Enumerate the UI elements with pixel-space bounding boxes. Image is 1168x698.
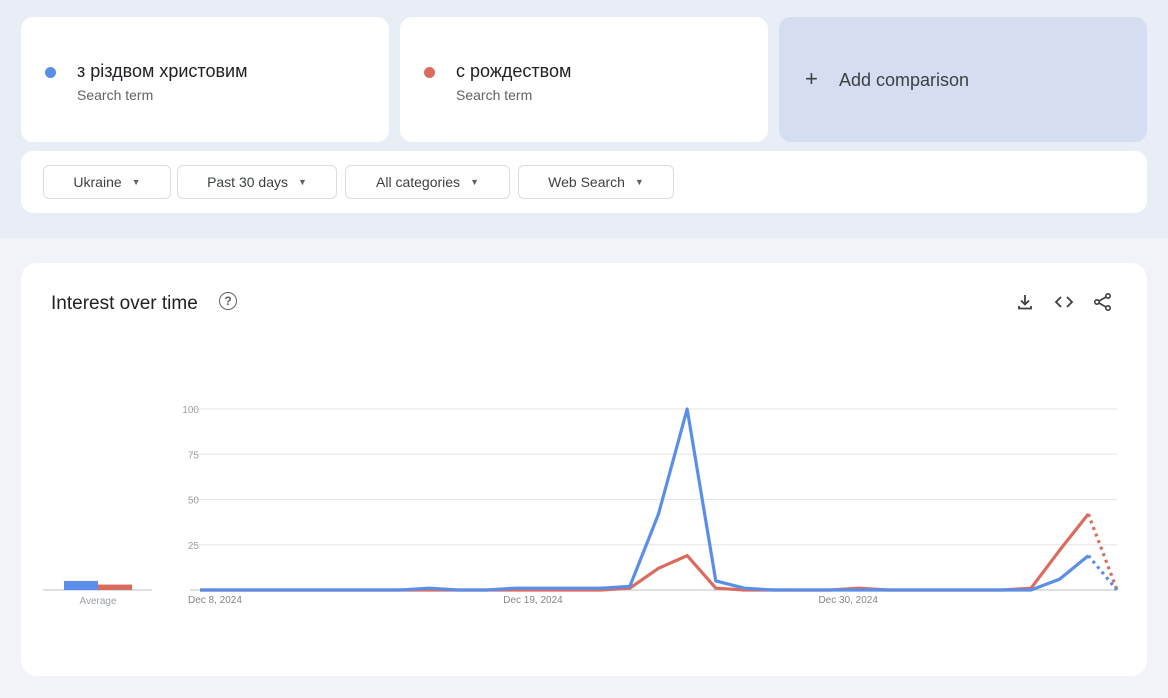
series-line xyxy=(200,512,1090,592)
add-comparison-label: Add comparison xyxy=(839,70,970,90)
card-title: Interest over time xyxy=(51,293,198,314)
term-subtitle: Search term xyxy=(456,87,533,103)
series-line-partial xyxy=(1087,554,1119,592)
filter-region-dropdown[interactable]: Ukraine ▼ xyxy=(43,165,171,199)
add-comparison-button[interactable]: + Add comparison xyxy=(779,17,1147,142)
x-tick-label: Dec 8, 2024 xyxy=(188,595,242,606)
term-name[interactable]: с рождеством xyxy=(456,61,572,81)
average-bar xyxy=(64,580,98,590)
filter-label: Ukraine xyxy=(73,174,122,190)
filter-bar: Ukraine ▼ Past 30 days ▼ All categories … xyxy=(21,151,1147,213)
series-line-partial xyxy=(1086,513,1119,591)
filter-label: Web Search xyxy=(548,174,625,190)
caret-down-icon: ▼ xyxy=(298,177,307,187)
caret-down-icon: ▼ xyxy=(634,177,644,187)
term-color-dot xyxy=(424,67,435,78)
caret-down-icon: ▼ xyxy=(131,177,141,187)
filter-search-type-dropdown[interactable]: Web Search ▼ xyxy=(518,165,674,199)
filter-category-dropdown[interactable]: All categories ▼ xyxy=(345,165,510,199)
interest-over-time-card: Interest over time ? 100 75 50 25 Dec 8, 202… xyxy=(21,263,1147,676)
term-subtitle: Search term xyxy=(77,87,154,103)
x-tick-label: Dec 30, 2024 xyxy=(818,595,878,606)
caret-down-icon: ▼ xyxy=(470,177,479,187)
filter-label: All categories xyxy=(376,174,461,190)
y-tick-label: 100 xyxy=(182,405,199,416)
search-term-card-2[interactable]: с рождеством Search term xyxy=(400,17,768,142)
average-bar xyxy=(98,584,132,590)
filter-time-dropdown[interactable]: Past 30 days ▼ xyxy=(177,165,337,199)
embed-code-icon[interactable] xyxy=(1053,291,1075,313)
download-icon[interactable] xyxy=(1014,291,1036,313)
share-icon[interactable] xyxy=(1092,291,1114,313)
help-icon[interactable]: ? xyxy=(219,292,237,310)
y-tick-label: 50 xyxy=(188,496,200,507)
term-color-dot xyxy=(45,67,56,78)
x-tick-label: Dec 19, 2024 xyxy=(503,595,563,606)
y-tick-label: 25 xyxy=(188,541,200,552)
plus-icon: + xyxy=(805,66,818,91)
average-label: Average xyxy=(79,596,117,607)
search-term-card-1[interactable]: з різдвом христовим Search term xyxy=(21,17,389,142)
y-tick-label: 75 xyxy=(188,450,200,461)
filter-label: Past 30 days xyxy=(207,174,288,190)
interest-chart: 100 75 50 25 Dec 8, 2024 Dec 19, 2024 Dec 30, … xyxy=(43,405,1119,607)
term-name[interactable]: з різдвом христовим xyxy=(77,61,248,81)
series-line xyxy=(200,407,1090,592)
